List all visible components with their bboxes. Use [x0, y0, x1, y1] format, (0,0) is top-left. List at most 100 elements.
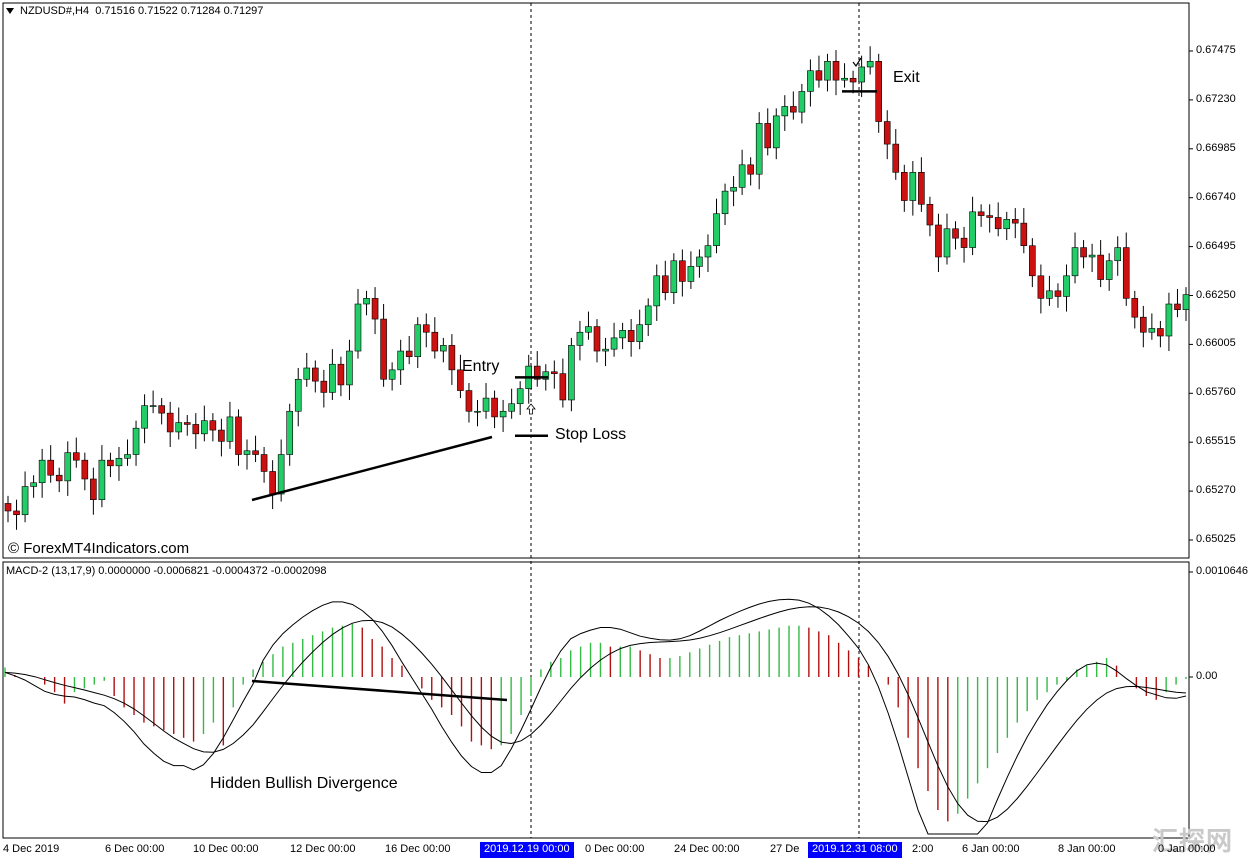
candle-body: [371, 298, 379, 320]
candle-body: [388, 369, 396, 380]
price-tick-label: 0.66740: [1196, 190, 1236, 203]
candle-body: [158, 405, 165, 414]
candle-body: [909, 172, 917, 201]
candle-body: [1071, 247, 1079, 277]
candle-body: [661, 275, 669, 294]
candle-body: [687, 266, 695, 282]
price-pane: [4, 46, 1190, 530]
candle-body: [354, 303, 362, 352]
candle-body: [252, 450, 259, 455]
candle-body: [790, 106, 797, 113]
candle-body: [405, 350, 413, 357]
candle-body: [422, 324, 430, 333]
ohlc-label: 0.71516 0.71522 0.71284 0.71297: [95, 5, 264, 17]
candle-body: [670, 260, 678, 294]
candle-body: [533, 365, 541, 380]
candle-body: [994, 217, 1002, 230]
candle-body: [866, 61, 874, 68]
time-tick-highlight: 2019.12.19 00:00: [480, 842, 574, 858]
candle-body: [943, 228, 951, 258]
candle-body: [883, 121, 891, 145]
candle-body: [969, 211, 976, 248]
candle-body: [568, 345, 575, 401]
candle-body: [772, 115, 780, 149]
time-tick-label: 6 Jan 00:00: [962, 843, 1020, 855]
candle-body: [38, 459, 46, 484]
candle-body: [593, 326, 601, 352]
candle-body: [986, 215, 993, 218]
time-tick-label: 24 Dec 00:00: [674, 843, 740, 855]
divergence-price-line: [251, 435, 493, 502]
exit-check-icon: [852, 57, 862, 68]
candle-body: [141, 405, 148, 429]
candle-body: [294, 378, 302, 412]
candle-body: [30, 482, 37, 487]
candle-body: [841, 77, 848, 81]
chart-frame: [2, 2, 1193, 839]
candle-body: [832, 61, 840, 81]
candle-body: [47, 459, 54, 476]
candle-body: [1063, 275, 1070, 297]
macd-pane: [4, 598, 1187, 835]
candle-body: [90, 478, 97, 500]
candle-body: [807, 70, 814, 92]
candle-body: [329, 363, 336, 393]
candle-body: [1003, 219, 1011, 230]
candle-body: [115, 457, 123, 467]
candle-body: [499, 410, 507, 418]
time-tick-label: 16 Dec 00:00: [385, 843, 451, 855]
candle-body: [1165, 303, 1173, 337]
divergence-label: Hidden Bullish Divergence: [210, 775, 398, 792]
candle-body: [952, 228, 959, 239]
candle-body: [107, 459, 114, 467]
candle-body: [175, 422, 183, 433]
stop-loss-label: Stop Loss: [555, 426, 627, 443]
site-logo-watermark: 汇探网: [1151, 827, 1233, 857]
candle-body: [508, 403, 515, 412]
price-tick-label: 0.66495: [1196, 239, 1236, 252]
candle-body: [610, 337, 618, 350]
price-tick-label: 0.66005: [1196, 337, 1236, 350]
candle-body: [619, 330, 626, 339]
candle-body: [380, 318, 387, 380]
candle-body: [1011, 219, 1019, 224]
macd-main-line: [4, 598, 1187, 835]
price-tick-label: 0.67230: [1196, 92, 1236, 105]
candle-body: [935, 224, 942, 258]
divergence-macd-line: [251, 679, 508, 702]
candle-body: [1122, 247, 1130, 299]
candle-body: [1046, 290, 1053, 299]
candle-body: [1131, 298, 1139, 318]
candle-body: [491, 397, 498, 418]
candle-body: [679, 260, 686, 282]
candle-body: [235, 416, 242, 455]
candle-body: [1148, 328, 1156, 333]
candle-body: [98, 459, 106, 500]
symbol-label: NZDUSD#,H4: [20, 5, 90, 17]
candle-body: [474, 410, 481, 413]
candle-body: [72, 452, 80, 461]
candle-body: [704, 245, 712, 258]
candle-body: [269, 471, 276, 495]
candle-body: [576, 331, 584, 346]
candle-body: [516, 388, 524, 405]
candle-body: [243, 450, 251, 455]
time-tick-label: 10 Dec 00:00: [193, 843, 259, 855]
time-tick-label: 0 Jan 00:00: [1158, 843, 1216, 855]
chart-menu-triangle-icon[interactable]: [6, 8, 14, 14]
candle-body: [337, 363, 345, 386]
candle-body: [183, 422, 191, 425]
candle-body: [747, 164, 754, 175]
candle-body: [781, 106, 789, 117]
time-tick-highlight: 2019.12.31 08:00: [808, 842, 902, 858]
candle-body: [13, 510, 20, 516]
candle-body: [824, 61, 831, 81]
candle-body: [1105, 260, 1113, 280]
candle-body: [166, 412, 174, 433]
candle-body: [149, 405, 157, 407]
candle-body: [1097, 254, 1104, 280]
candle-body: [849, 77, 857, 83]
candle-body: [414, 324, 422, 357]
buy-arrow-icon: [526, 403, 536, 415]
